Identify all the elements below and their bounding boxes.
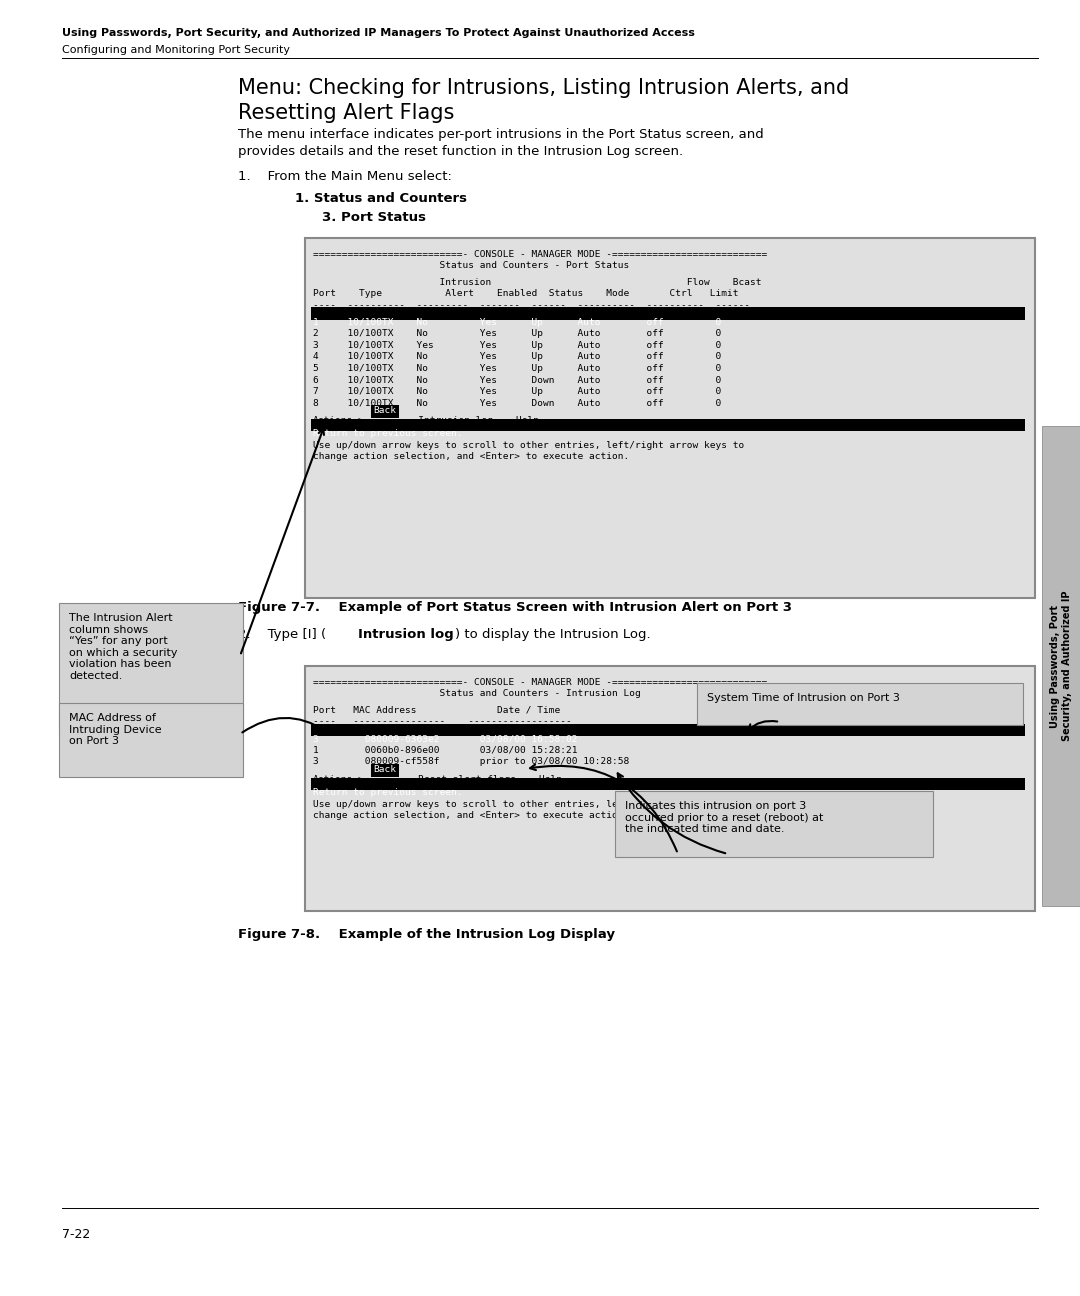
Bar <box>372 406 399 417</box>
Text: MAC Address of
Intruding Device
on Port 3: MAC Address of Intruding Device on Port … <box>69 713 162 746</box>
Text: 1. Status and Counters: 1. Status and Counters <box>295 192 467 205</box>
Text: Actions->: Actions-> <box>313 416 365 425</box>
Text: change action selection, and <Enter> to execute action.: change action selection, and <Enter> to … <box>313 452 630 461</box>
Text: Resetting Alert Flags: Resetting Alert Flags <box>238 102 455 123</box>
Text: Back: Back <box>374 766 396 774</box>
Text: ----   ----------------    ------------------: ---- ---------------- ------------------ <box>313 717 571 726</box>
Bar <box>311 419 1025 432</box>
Text: Intrusion log    Help: Intrusion log Help <box>401 416 539 425</box>
Bar <box>305 238 1035 597</box>
Text: 2     10/100TX    No         Yes      Up      Auto        off         0: 2 10/100TX No Yes Up Auto off 0 <box>313 329 721 338</box>
Text: Using Passwords, Port Security, and Authorized IP Managers To Protect Against Un: Using Passwords, Port Security, and Auth… <box>62 29 694 38</box>
FancyBboxPatch shape <box>615 791 933 857</box>
Text: The Intrusion Alert
column shows
“Yes” for any port
on which a security
violatio: The Intrusion Alert column shows “Yes” f… <box>69 613 177 680</box>
Text: Port   MAC Address              Date / Time: Port MAC Address Date / Time <box>313 705 561 714</box>
Bar <box>372 765 399 776</box>
Text: 5     10/100TX    No         Yes      Up      Auto        off         0: 5 10/100TX No Yes Up Auto off 0 <box>313 364 721 373</box>
Text: 3     10/100TX    Yes        Yes      Up      Auto        off         0: 3 10/100TX Yes Yes Up Auto off 0 <box>313 341 721 350</box>
Text: Status and Counters - Port Status: Status and Counters - Port Status <box>313 262 630 271</box>
Text: 2.    Type [I] (: 2. Type [I] ( <box>238 629 326 642</box>
Bar <box>311 724 1025 736</box>
Text: provides details and the reset function in the Intrusion Log screen.: provides details and the reset function … <box>238 145 684 158</box>
FancyBboxPatch shape <box>697 683 1023 724</box>
FancyBboxPatch shape <box>59 702 243 778</box>
Text: ----  ----------  ---------  -------  ------  ----------  ----------  ------: ---- ---------- --------- ------- ------… <box>313 301 750 310</box>
Text: Indicates this intrusion on port 3
occurred prior to a reset (reboot) at
the ind: Indicates this intrusion on port 3 occur… <box>625 801 823 835</box>
FancyBboxPatch shape <box>59 603 243 728</box>
Text: 3        080009-6363e2       03/08/00 16:58:02: 3 080009-6363e2 03/08/00 16:58:02 <box>313 735 578 744</box>
Text: ==========================- CONSOLE - MANAGER MODE -===========================: ==========================- CONSOLE - MA… <box>313 250 767 259</box>
Text: System Time of Intrusion on Port 3: System Time of Intrusion on Port 3 <box>707 693 900 702</box>
Text: The menu interface indicates per-port intrusions in the Port Status screen, and: The menu interface indicates per-port in… <box>238 128 764 141</box>
Text: Return to previous screen.: Return to previous screen. <box>313 429 462 438</box>
Text: change action selection, and <Enter> to execute action.: change action selection, and <Enter> to … <box>313 811 630 820</box>
Bar <box>311 307 1025 320</box>
Text: Figure 7-7.    Example of Port Status Screen with Intrusion Alert on Port 3: Figure 7-7. Example of Port Status Scree… <box>238 601 792 614</box>
Text: ) to display the Intrusion Log.: ) to display the Intrusion Log. <box>455 629 650 642</box>
Text: Return to previous screen.: Return to previous screen. <box>313 788 462 797</box>
Text: 1        0060b0-896e00       03/08/00 15:28:21: 1 0060b0-896e00 03/08/00 15:28:21 <box>313 746 578 754</box>
Text: Use up/down arrow keys to scroll to other entries, left/right arrow keys to: Use up/down arrow keys to scroll to othe… <box>313 441 744 450</box>
Text: Status and Counters - Intrusion Log: Status and Counters - Intrusion Log <box>313 689 640 699</box>
Text: Figure 7-8.    Example of the Intrusion Log Display: Figure 7-8. Example of the Intrusion Log… <box>238 928 615 941</box>
Text: 7-22: 7-22 <box>62 1229 91 1242</box>
Bar <box>311 778 1025 791</box>
Text: 6     10/100TX    No         Yes      Down    Auto        off         0: 6 10/100TX No Yes Down Auto off 0 <box>313 376 721 385</box>
Text: 3. Port Status: 3. Port Status <box>322 211 426 224</box>
Text: Use up/down arrow keys to scroll to other entries, left/right arrow keys to: Use up/down arrow keys to scroll to othe… <box>313 800 744 809</box>
Text: Using Passwords, Port
Security, and Authorized IP: Using Passwords, Port Security, and Auth… <box>1050 591 1071 741</box>
Bar <box>1042 426 1080 906</box>
Text: 1.    From the Main Menu select:: 1. From the Main Menu select: <box>238 170 451 183</box>
Text: 4     10/100TX    No         Yes      Up      Auto        off         0: 4 10/100TX No Yes Up Auto off 0 <box>313 353 721 362</box>
Text: 3        080009-cf558f       prior to 03/08/00 10:28:58: 3 080009-cf558f prior to 03/08/00 10:28:… <box>313 757 630 766</box>
Text: 8     10/100TX    No         Yes      Down    Auto        off         0: 8 10/100TX No Yes Down Auto off 0 <box>313 398 721 407</box>
Text: Reset alert flags    Help: Reset alert flags Help <box>401 775 562 784</box>
Text: Intrusion log: Intrusion log <box>357 629 454 642</box>
Text: Configuring and Monitoring Port Security: Configuring and Monitoring Port Security <box>62 45 291 54</box>
Text: 7     10/100TX    No         Yes      Up      Auto        off         0: 7 10/100TX No Yes Up Auto off 0 <box>313 386 721 395</box>
Text: Port    Type           Alert    Enabled  Status    Mode       Ctrl   Limit: Port Type Alert Enabled Status Mode Ctrl… <box>313 289 739 298</box>
Text: Intrusion                                  Flow    Bcast: Intrusion Flow Bcast <box>313 277 761 286</box>
Text: Menu: Checking for Intrusions, Listing Intrusion Alerts, and: Menu: Checking for Intrusions, Listing I… <box>238 78 849 98</box>
Bar <box>305 666 1035 911</box>
Text: 1     10/100TX    No         Yes      Up      Auto        off         0: 1 10/100TX No Yes Up Auto off 0 <box>313 318 721 327</box>
Text: ==========================- CONSOLE - MANAGER MODE -===========================: ==========================- CONSOLE - MA… <box>313 678 767 687</box>
Text: Actions->: Actions-> <box>313 775 365 784</box>
Text: Back: Back <box>374 407 396 415</box>
